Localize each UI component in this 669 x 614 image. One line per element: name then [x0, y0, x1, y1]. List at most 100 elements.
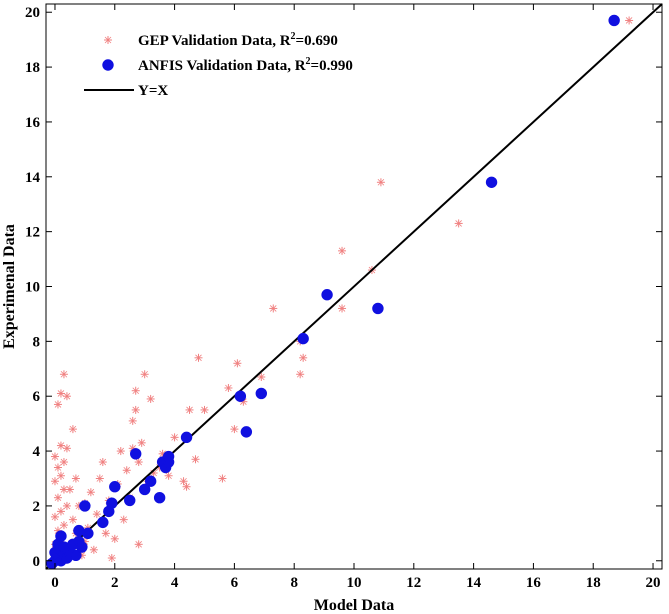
anfis-point — [97, 516, 109, 529]
gep-point — [164, 471, 173, 480]
gep-point — [71, 474, 80, 483]
anfis-point — [297, 332, 309, 345]
plus-d2 — [171, 434, 178, 441]
x-tick-label: 20 — [646, 575, 661, 591]
gep-point — [194, 353, 203, 362]
anfis-point — [162, 450, 175, 463]
plus-d2 — [99, 458, 107, 466]
gep-point — [140, 370, 149, 379]
plus-d2 — [269, 305, 277, 312]
legend-anfis-r-sup: 2 — [306, 56, 311, 67]
gep-point — [233, 359, 242, 368]
plus-d2 — [90, 546, 98, 554]
gep-point — [50, 512, 59, 521]
gep-point — [200, 405, 209, 414]
anfis-point — [138, 483, 151, 496]
gep-point — [98, 458, 107, 467]
plus-d2 — [104, 36, 112, 44]
gep-point — [128, 416, 137, 425]
gep-point — [269, 304, 278, 313]
plus-d2 — [72, 475, 80, 482]
x-tick-label: 16 — [526, 575, 542, 591]
plus-d2 — [54, 527, 62, 534]
y-tick-label: 2 — [33, 499, 41, 515]
gep-point — [62, 392, 71, 401]
plus-d2 — [51, 453, 59, 460]
gep-point — [50, 477, 59, 486]
x-tick-label: 8 — [290, 575, 298, 591]
gep-point — [95, 474, 104, 483]
gep-point — [89, 545, 98, 554]
plus-d2 — [129, 445, 137, 452]
anfis-point — [180, 431, 193, 444]
anfis-point — [70, 549, 82, 561]
legend-anfis-name: ANFIS Validation Data — [138, 58, 288, 74]
legend: GEP Validation Data, R2=0.690 ANFIS Vali… — [84, 31, 353, 99]
legend-anfis-sep: , — [287, 58, 295, 74]
gep-point — [185, 405, 194, 414]
legend-item-gep: GEP Validation Data, R2=0.690 — [104, 31, 338, 49]
anfis-point — [130, 448, 142, 460]
gep-point — [56, 471, 65, 480]
anfis-point — [124, 494, 136, 507]
legend-anfis-label: ANFIS Validation Data, R2=0.990 — [138, 56, 353, 74]
plus-d2 — [625, 17, 633, 24]
anfis-point — [485, 176, 498, 188]
gep-point — [68, 515, 77, 524]
plus-d2 — [117, 447, 125, 455]
y-tick-label: 14 — [25, 170, 41, 186]
gep-point — [53, 493, 62, 502]
y-tick-label: 20 — [25, 5, 40, 21]
plus-d2 — [219, 475, 226, 482]
plus-d2 — [93, 510, 101, 518]
gep-point — [296, 370, 305, 379]
plus-d2 — [180, 477, 187, 485]
plus-d2 — [147, 395, 154, 403]
y-tick-label: 4 — [33, 444, 41, 460]
y-tick-label: 12 — [25, 225, 40, 241]
legend-gep-r-value: =0.690 — [296, 33, 338, 49]
legend-item-anfis: ANFIS Validation Data, R2=0.990 — [102, 56, 353, 74]
gep-point — [454, 219, 463, 228]
anfis-point — [234, 390, 247, 402]
plus-d2 — [299, 354, 307, 362]
gep-point — [230, 425, 239, 434]
gep-point — [101, 529, 110, 538]
plus-d2 — [66, 486, 74, 493]
gep-point — [131, 386, 140, 395]
gep-point — [131, 405, 140, 414]
y-tick-label: 0 — [33, 554, 41, 570]
plus-d2 — [57, 390, 65, 397]
gep-point — [110, 534, 119, 543]
gep-point — [53, 463, 62, 472]
plus-d2 — [377, 178, 385, 186]
plus-d2 — [141, 370, 148, 378]
plus-d2 — [138, 439, 145, 447]
anfis-point — [55, 530, 67, 542]
plus-d2 — [135, 458, 142, 466]
anfis-point — [76, 541, 88, 553]
plus-d2 — [296, 370, 304, 378]
anfis-point — [255, 387, 268, 400]
y-tick-label: 6 — [33, 389, 41, 405]
gep-point — [122, 466, 131, 475]
gep-point — [170, 433, 179, 442]
anfis-point — [608, 14, 620, 27]
legend-anfis-marker — [102, 59, 114, 71]
x-tick-label: 6 — [231, 575, 239, 591]
plus-d2 — [192, 456, 199, 463]
x-tick-label: 14 — [466, 575, 482, 591]
gep-point — [224, 383, 233, 392]
gep-point — [50, 452, 59, 461]
plus-d2 — [123, 466, 131, 474]
yx-line — [45, 3, 663, 570]
anfis-point — [240, 426, 253, 438]
legend-gep-sep: , — [272, 33, 280, 49]
plus-d2 — [51, 477, 59, 485]
plus-d2 — [234, 360, 241, 367]
legend-gep-marker — [104, 36, 112, 44]
y-tick-label: 16 — [25, 115, 41, 131]
plus-d2 — [225, 384, 232, 392]
gep-point — [182, 482, 191, 491]
plus-d2 — [186, 406, 193, 414]
